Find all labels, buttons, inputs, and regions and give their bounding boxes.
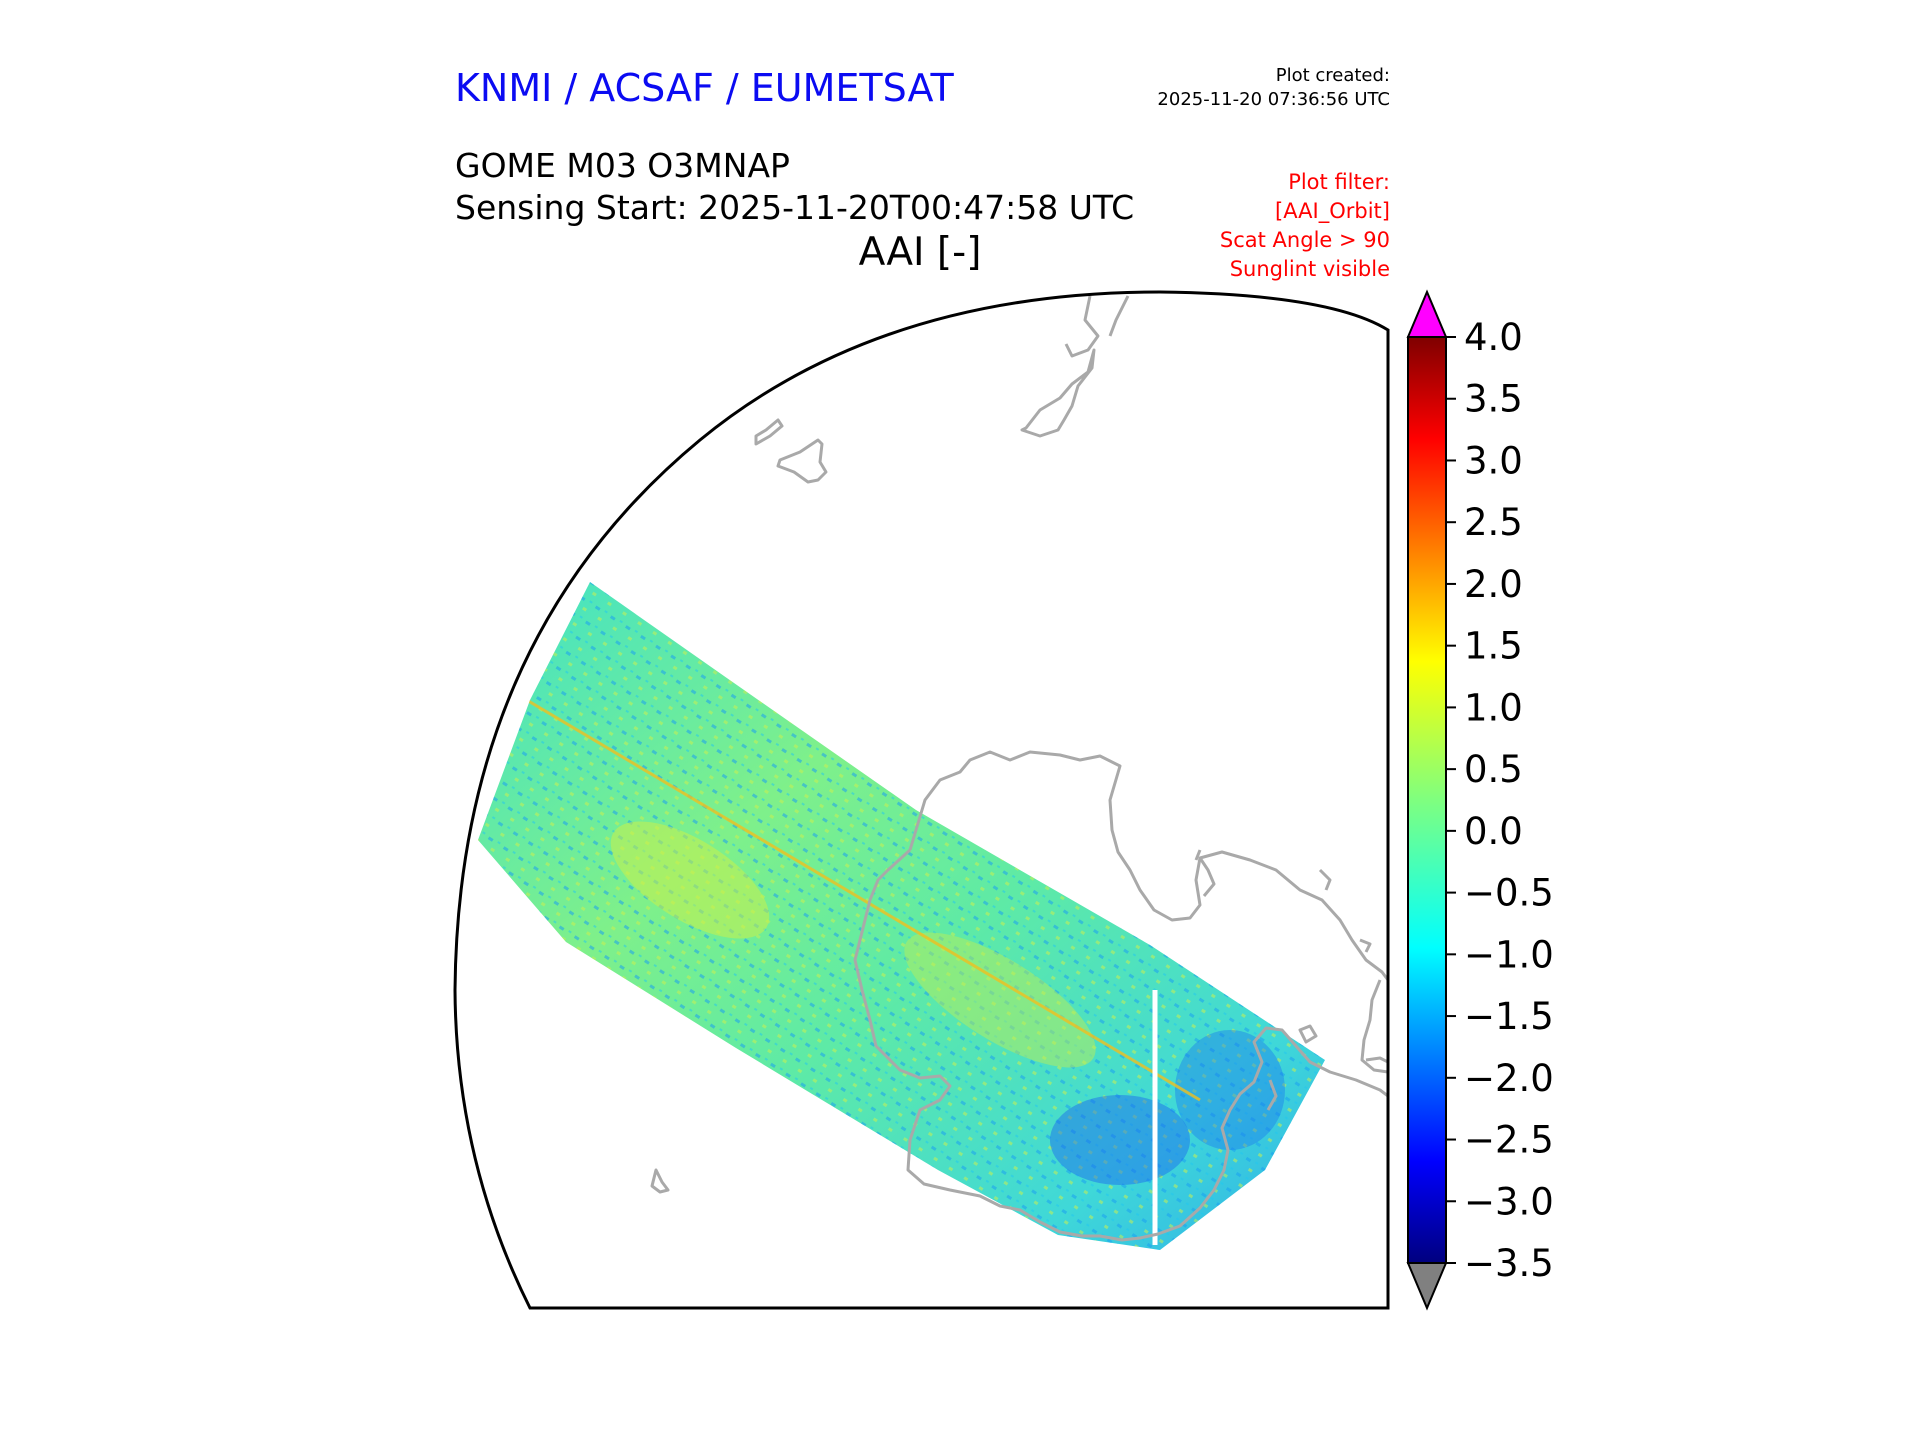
plot-filter-label: Plot filter: [1288,170,1390,194]
colorbar-tick-label: 2.0 [1464,563,1523,606]
product-name: GOME M03 O3MNAP [455,146,790,185]
colorbar-under-triangle [1406,1262,1448,1311]
colorbar-tick-label: 3.0 [1464,439,1523,482]
colorbar-tick-label: 3.5 [1464,378,1523,421]
plot-created-info: Plot created: 2025-11-20 07:36:56 UTC [1157,64,1390,112]
organization-title: KNMI / ACSAF / EUMETSAT [455,66,954,110]
plot-created-time: 2025-11-20 07:36:56 UTC [1157,89,1390,110]
colorbar-tick-label: −0.5 [1464,872,1554,915]
colorbar-ticks: 4.0 3.5 3.0 2.5 2.0 1.5 1.0 0.5 0.0 −0.5 −1.0 −1.5 −… [1446,316,1554,1285]
colorbar-tick-label: 4.0 [1464,316,1523,359]
parameter-title: AAI [-] [858,230,982,275]
sensing-start: Sensing Start: 2025-11-20T00:47:58 UTC [455,188,1135,227]
map-frame [453,290,1390,1310]
colorbar-tick-label: −1.0 [1464,933,1554,976]
plot-filter-item: Sunglint visible [1229,257,1390,281]
colorbar-tick-label: 1.0 [1464,686,1523,729]
colorbar-gradient [1407,336,1447,1264]
coastlines [650,295,1388,1242]
plot-filter-box: Plot filter: [AAI_Orbit] Scat Angle > 90… [1220,168,1390,284]
colorbar-over-triangle [1406,289,1448,338]
colorbar-tick-label: 0.0 [1464,810,1523,853]
colorbar-tick-label: −3.5 [1464,1242,1554,1285]
plot-created-label: Plot created: [1275,65,1390,86]
plot-filter-item: [AAI_Orbit] [1275,199,1390,223]
colorbar-tick-label: 0.5 [1464,748,1523,791]
colorbar-tick-label: −1.5 [1464,995,1554,1038]
colorbar-tick-label: 1.5 [1464,625,1523,668]
colorbar-tick-label: −3.0 [1464,1180,1554,1223]
colorbar-tick-label: 2.5 [1464,501,1523,544]
plot-filter-item: Scat Angle > 90 [1219,228,1390,252]
colorbar-tick-label: −2.0 [1464,1057,1554,1100]
colorbar-tick-label: −2.5 [1464,1119,1554,1162]
